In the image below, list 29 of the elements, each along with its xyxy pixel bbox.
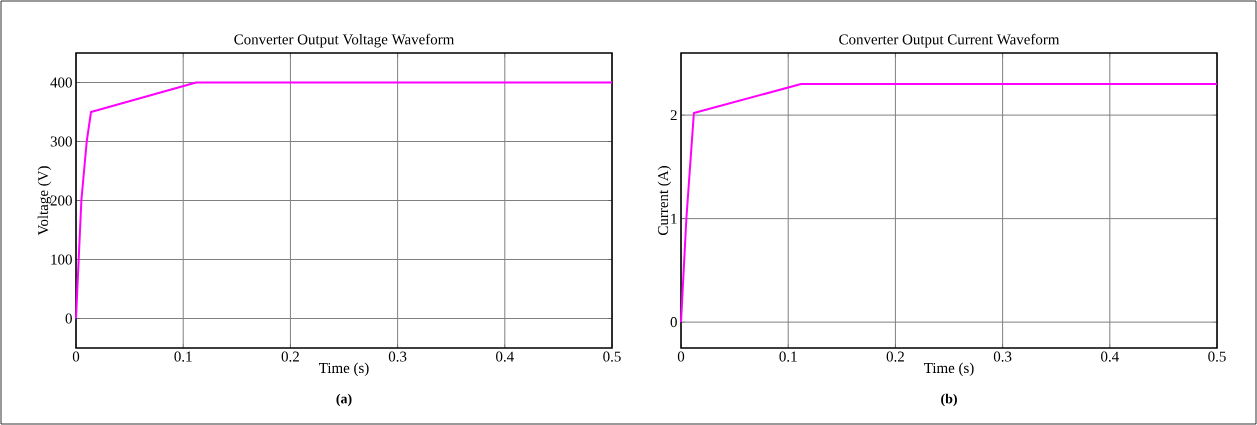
x-tick-label: 0.5 <box>603 351 621 362</box>
chart-title: Converter Output Current Waveform <box>839 33 1060 48</box>
y-tick-label: 0 <box>65 313 72 324</box>
x-tick-label: 0.3 <box>993 351 1012 362</box>
text: (b) <box>941 393 957 407</box>
y-axis-title: Voltage (V) <box>37 166 52 236</box>
y-tick-label: 1 <box>671 213 677 224</box>
y-tick-label: 0 <box>670 317 677 328</box>
line-series <box>680 83 1219 324</box>
y-axis-title: Current (A) <box>657 166 672 235</box>
chart-title: Converter Output Voltage Waveform <box>234 33 455 48</box>
x-axis-title: Time (s) <box>319 362 369 377</box>
x-tick-label: 0.2 <box>281 351 299 362</box>
x-tick-label: 0.1 <box>174 351 192 362</box>
text: (a) <box>336 393 352 407</box>
y-tick-label: 200 <box>50 195 72 206</box>
x-axis-title: Time (s) <box>924 362 974 377</box>
x-tick-label: 0.4 <box>496 351 514 362</box>
x-tick-label: 0.5 <box>1208 351 1226 362</box>
x-tick-label: 0.3 <box>388 351 407 362</box>
x-tick-label: 0.1 <box>779 351 797 362</box>
x-tick-label: 0.4 <box>1101 351 1119 362</box>
x-tick-label: 0.2 <box>886 351 904 362</box>
x-tick-label: 0 <box>677 351 685 362</box>
y-tick-label: 2 <box>670 110 677 121</box>
y-tick-label: 100 <box>51 254 72 265</box>
y-tick-label: 400 <box>50 77 72 88</box>
x-tick-label: 0 <box>72 351 80 362</box>
y-tick-label: 300 <box>50 136 72 147</box>
